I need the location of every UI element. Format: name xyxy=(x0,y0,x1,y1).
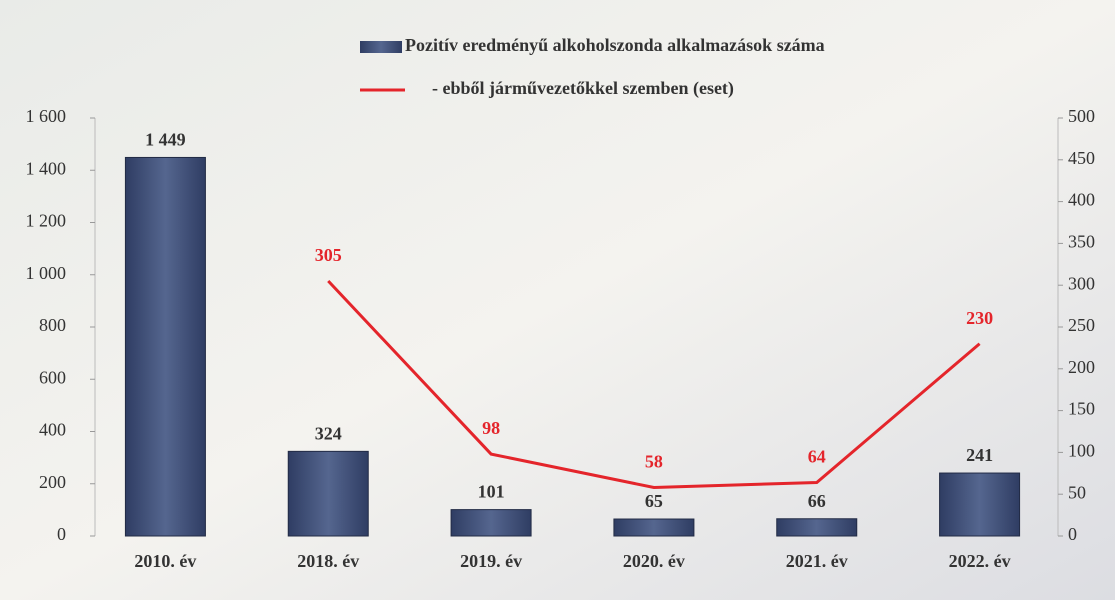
x-tick-label: 2019. év xyxy=(460,551,522,571)
y-tick-label: 200 xyxy=(39,472,66,492)
bar-value-label: 65 xyxy=(645,491,663,511)
bar xyxy=(287,450,369,537)
y2-tick-label: 0 xyxy=(1068,524,1077,544)
legend-label: - ebből járművezetőkkel szemben (eset) xyxy=(432,78,734,99)
line-value-label: 64 xyxy=(808,447,826,467)
bar xyxy=(450,509,532,537)
y2-tick-label: 200 xyxy=(1068,357,1095,377)
bar-value-label: 241 xyxy=(966,445,993,465)
legend-swatch xyxy=(360,41,402,53)
y-tick-label: 800 xyxy=(39,315,66,335)
bar-value-label: 66 xyxy=(808,491,826,511)
bar xyxy=(613,518,695,537)
y2-tick-label: 450 xyxy=(1068,148,1095,168)
line-value-label: 230 xyxy=(966,308,993,328)
y-tick-label: 600 xyxy=(39,367,66,387)
y2-tick-label: 50 xyxy=(1068,482,1086,502)
y-tick-label: 400 xyxy=(39,420,66,440)
line-value-label: 58 xyxy=(645,452,663,472)
line-value-label: 98 xyxy=(482,418,500,438)
x-tick-label: 2010. év xyxy=(134,551,196,571)
bar-value-label: 1 449 xyxy=(145,130,186,150)
y-tick-label: 0 xyxy=(57,524,66,544)
y-tick-label: 1 200 xyxy=(26,211,67,231)
bar xyxy=(776,518,858,537)
x-tick-label: 2021. év xyxy=(786,551,848,571)
line-value-label: 305 xyxy=(315,245,342,265)
line xyxy=(327,279,981,490)
y2-tick-label: 250 xyxy=(1068,315,1095,335)
y-tick-label: 1 400 xyxy=(26,158,67,178)
x-tick-label: 2020. év xyxy=(623,551,685,571)
x-tick-label: 2018. év xyxy=(297,551,359,571)
y2-tick-label: 150 xyxy=(1068,399,1095,419)
y-tick-label: 1 600 xyxy=(26,106,67,126)
y2-tick-label: 350 xyxy=(1068,232,1095,252)
y2-tick-label: 400 xyxy=(1068,190,1095,210)
legend-label: Pozitív eredményű alkoholszonda alkalmaz… xyxy=(405,35,825,55)
bar xyxy=(939,472,1021,537)
y-tick-label: 1 000 xyxy=(26,263,67,283)
y2-tick-label: 300 xyxy=(1068,273,1095,293)
y2-tick-label: 100 xyxy=(1068,441,1095,461)
x-tick-label: 2022. év xyxy=(949,551,1011,571)
bar-value-label: 101 xyxy=(478,482,505,502)
bar-value-label: 324 xyxy=(315,423,342,443)
bar xyxy=(124,156,206,537)
y2-tick-label: 500 xyxy=(1068,106,1095,126)
